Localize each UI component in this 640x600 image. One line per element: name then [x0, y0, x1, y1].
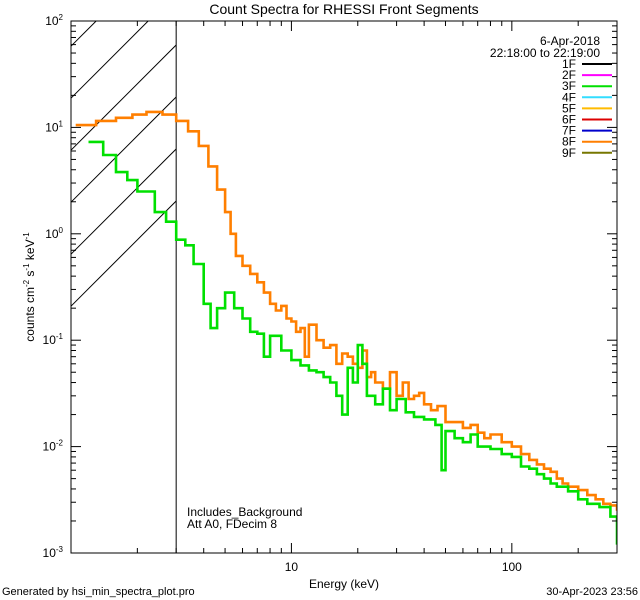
hatch-line [71, 21, 97, 47]
legend-label-3F: 3F [562, 79, 576, 93]
y-tick-label: 102 [45, 13, 63, 28]
legend-date: 6-Apr-2018 [540, 34, 600, 48]
y-tick-label: 10-1 [43, 332, 64, 347]
hatched-region [71, 21, 177, 307]
hatch-line [71, 21, 149, 99]
series-8F [75, 110, 617, 511]
hatch-line [71, 148, 177, 255]
series-group [75, 110, 617, 545]
y-tick-label: 10-3 [43, 545, 64, 560]
legend-label-1F: 1F [562, 57, 576, 71]
x-tick-label: 10 [285, 560, 299, 574]
legend-label-8F: 8F [562, 135, 576, 149]
legend-label-7F: 7F [562, 124, 576, 138]
axis-ticks [70, 20, 618, 554]
legend-label-5F: 5F [562, 101, 576, 115]
legend: 6-Apr-2018 22:18:00 to 22:19:00 1F2F3F4F… [490, 34, 612, 160]
x-tick-label: 100 [502, 560, 522, 574]
hatch-line [71, 96, 177, 203]
annotation-attenuator: Att A0, FDecim 8 [187, 517, 277, 531]
legend-label-9F: 9F [562, 146, 576, 160]
annotation-background: Includes_Background [187, 505, 302, 519]
y-tick-label: 10-2 [43, 439, 64, 454]
x-axis-label: Energy (keV) [309, 577, 379, 591]
axis-tick-labels: 10 100 10-3 10-2 10-1 100 101 102 [43, 13, 523, 574]
plot-frame [70, 20, 618, 554]
hatch-line [71, 200, 177, 307]
y-axis-label: counts cm-2 s-1 keV-1 [22, 232, 37, 342]
legend-time-range: 22:18:00 to 22:19:00 [490, 46, 600, 60]
legend-label-2F: 2F [562, 68, 576, 82]
chart-title: Count Spectra for RHESSI Front Segments [209, 1, 478, 17]
footer-generated-by: Generated by hsi_min_spectra_plot.pro [2, 586, 195, 598]
series-3F [88, 140, 617, 545]
footer-timestamp: 30-Apr-2023 23:56 [546, 586, 638, 598]
hatch-line [71, 44, 177, 151]
y-tick-label: 100 [45, 226, 63, 241]
legend-label-4F: 4F [562, 90, 576, 104]
legend-label-6F: 6F [562, 113, 576, 127]
y-tick-label: 101 [45, 119, 63, 134]
